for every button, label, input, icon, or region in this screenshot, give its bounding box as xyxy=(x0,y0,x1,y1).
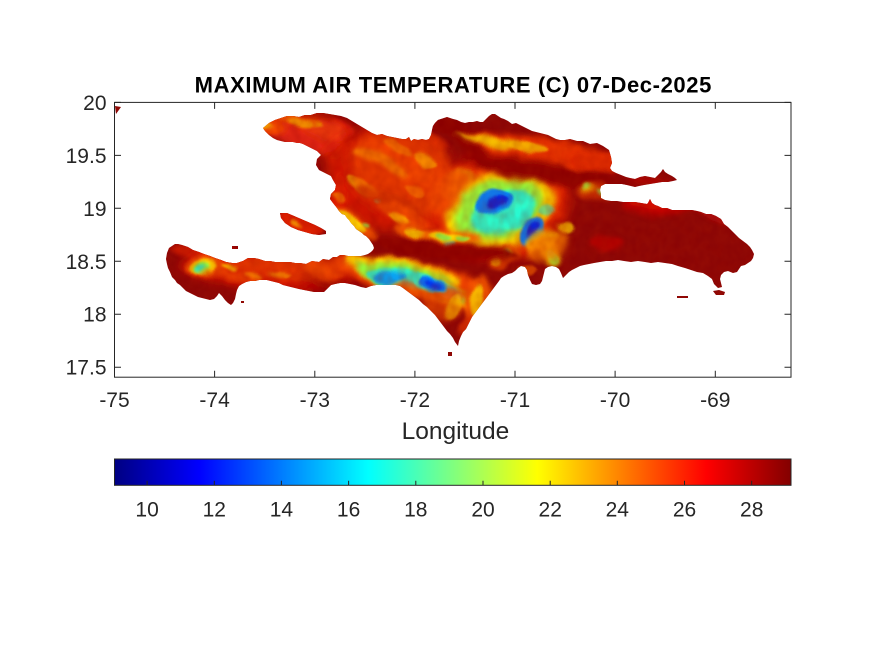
svg-text:-74: -74 xyxy=(199,389,230,412)
svg-text:19: 19 xyxy=(83,198,106,221)
svg-text:-69: -69 xyxy=(700,389,730,412)
svg-text:-71: -71 xyxy=(500,389,530,412)
svg-text:20: 20 xyxy=(83,92,106,115)
svg-text:MAXIMUM AIR TEMPERATURE (C) 07: MAXIMUM AIR TEMPERATURE (C) 07-Dec-2025 xyxy=(195,73,712,98)
svg-text:28: 28 xyxy=(740,498,763,521)
svg-text:-70: -70 xyxy=(600,389,630,412)
svg-text:18: 18 xyxy=(404,498,427,521)
svg-text:16: 16 xyxy=(337,498,360,521)
svg-text:-75: -75 xyxy=(99,389,129,412)
svg-text:26: 26 xyxy=(673,498,696,521)
svg-text:-73: -73 xyxy=(300,389,330,412)
svg-text:17.5: 17.5 xyxy=(66,357,107,380)
svg-text:Longitude: Longitude xyxy=(402,418,510,445)
svg-text:14: 14 xyxy=(270,498,294,521)
svg-text:12: 12 xyxy=(203,498,226,521)
svg-text:22: 22 xyxy=(539,498,562,521)
svg-text:10: 10 xyxy=(135,498,158,521)
svg-text:18: 18 xyxy=(83,304,106,327)
svg-text:24: 24 xyxy=(606,498,630,521)
svg-text:20: 20 xyxy=(471,498,494,521)
svg-text:19.5: 19.5 xyxy=(66,145,107,168)
svg-text:18.5: 18.5 xyxy=(66,251,107,274)
svg-text:-72: -72 xyxy=(400,389,430,412)
